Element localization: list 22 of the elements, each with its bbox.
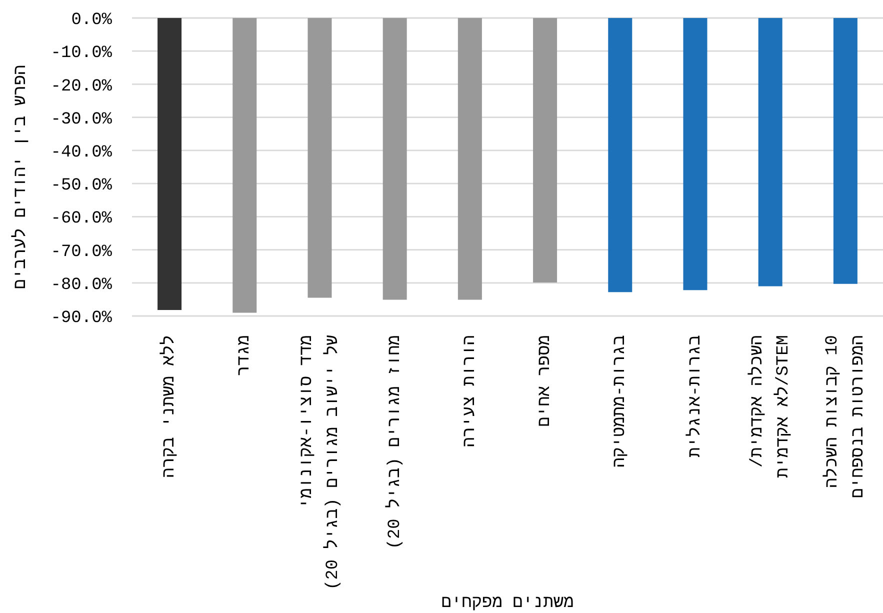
y-tick-label: 0.0%	[71, 11, 113, 30]
y-tick-label: -70.0%	[50, 242, 113, 262]
y-tick-label: -80.0%	[50, 276, 113, 295]
x-tick-label: ללא משתני בקרה	[159, 335, 180, 478]
y-axis-title: הפרש בין יהודים לערבים	[10, 64, 30, 290]
x-tick-label: הורות צעירה	[460, 335, 480, 448]
y-tick-label: -30.0%	[50, 110, 113, 130]
x-tick-label: מספר אחים	[536, 335, 555, 427]
y-tick-label: -40.0%	[50, 143, 113, 162]
x-tick-label: 10 קבוצות השכלה המפורטות בנספחים	[822, 335, 868, 498]
x-tick-label: השכלה אקדמית/ STEM/לא אקדמית	[746, 335, 793, 478]
y-tick-label: -10.0%	[50, 44, 113, 64]
x-tick-label: מדד סוציו-אקונומי של יישוב מגורים (בגיל 20)	[297, 335, 342, 590]
x-tick-label: בגרות-אנגלית	[684, 335, 705, 458]
y-tick-label: -20.0%	[50, 77, 113, 96]
x-tick-label: בגרות-מתמטיקה	[610, 335, 630, 468]
y-tick-label: -50.0%	[50, 176, 113, 196]
y-tick-label: -90.0%	[50, 309, 113, 328]
y-tick-label: -60.0%	[50, 210, 113, 229]
x-axis-title: משתנים מפקחים	[441, 594, 574, 612]
x-tick-label: מגדר	[235, 335, 254, 376]
x-tick-label: מחוז מגורים (בגיל 20)	[384, 335, 404, 550]
